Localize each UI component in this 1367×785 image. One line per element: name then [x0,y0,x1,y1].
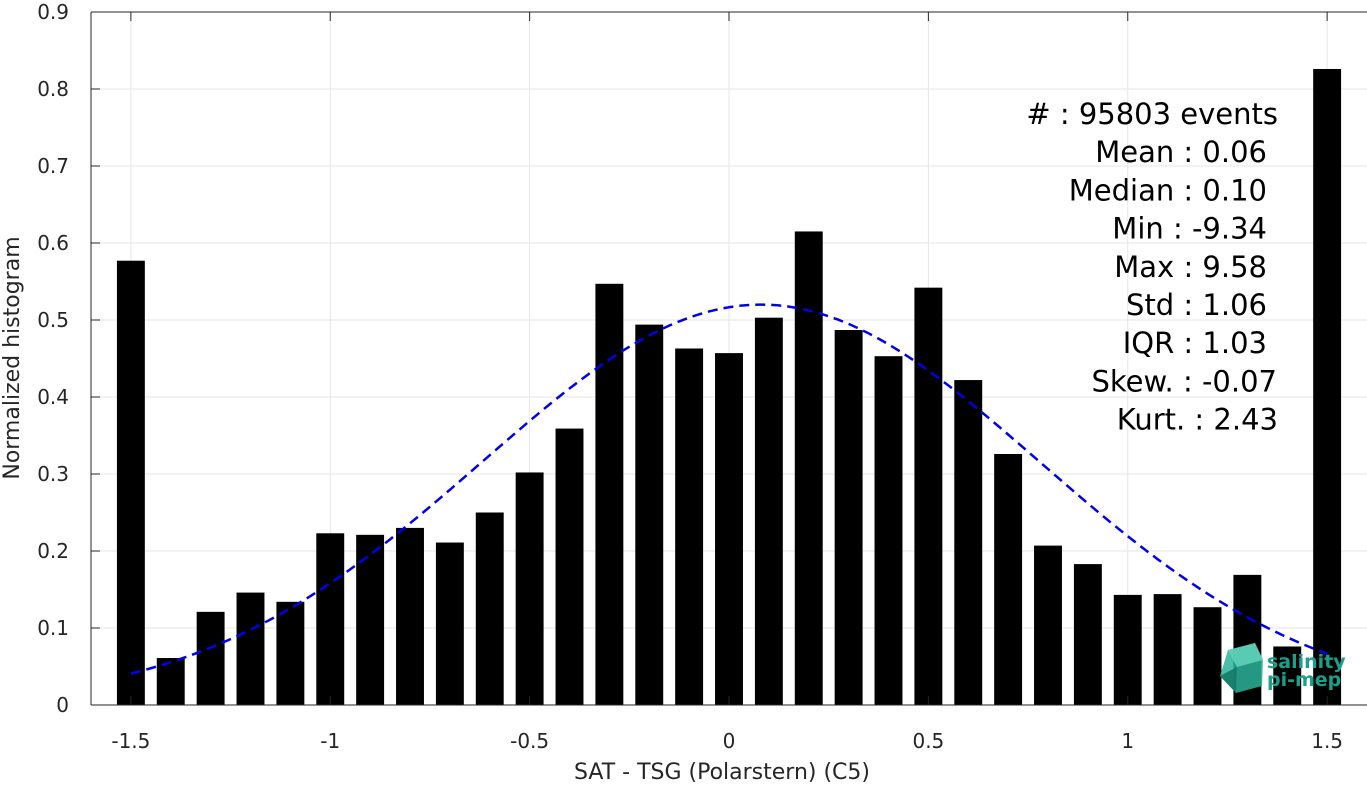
histogram-bar [1273,646,1302,705]
stat-line: Mean : 0.06 [1095,135,1267,169]
x-tick-label: -1.5 [111,729,150,753]
logo-line2: pi-mep [1267,669,1341,691]
histogram-bar [396,527,424,705]
histogram-bar [1113,594,1142,705]
histogram-bar [675,348,704,705]
histogram-bar [555,428,584,705]
y-tick-label: 0.3 [37,462,69,486]
stat-line: Std : 1.06 [1126,288,1267,322]
stat-line: Min : -9.34 [1112,212,1267,246]
histogram-bar [834,330,863,705]
y-tick-label: 0.1 [37,616,69,640]
histogram-bar [156,658,185,705]
stat-line: Max : 9.58 [1114,250,1267,284]
histogram-bar [954,380,983,705]
histogram-bar [754,317,783,705]
y-tick-label: 0.5 [37,308,69,332]
x-tick-label: 1.5 [1311,729,1343,753]
histogram-bar [715,353,743,705]
histogram-bar [635,324,664,705]
histogram-bar [1034,545,1062,705]
histogram-bars [116,68,1342,706]
histogram-bar [196,611,225,705]
stat-line: Skew. : -0.07 [1091,364,1277,398]
stats-box: # : 95803 events Mean : 0.06 Median : 0.10… [1026,97,1278,437]
x-tick-label: -0.5 [510,729,549,753]
y-tick-label: 0.4 [37,385,69,409]
histogram-bar [475,512,504,705]
gaussian-fit-curve [130,303,1328,675]
x-axis-label: SAT - TSG (Polarstern) (C5) [574,760,870,785]
cube-icon [1220,643,1263,693]
x-tick-label: 0 [723,729,736,753]
histogram-bar [316,533,345,705]
histogram-bar [435,542,464,705]
histogram-bar [236,592,265,705]
y-axis-ticks: 0 0.1 0.2 0.3 0.4 0.5 0.6 0.7 0.8 0.9 [37,0,100,717]
x-tick-label: 0.5 [912,729,944,753]
histogram-bar [1193,607,1222,705]
histogram-bar [356,534,385,705]
histogram-bar [874,356,903,705]
y-tick-label: 0.9 [37,0,69,24]
histogram-bar [116,260,145,705]
stat-line: IQR : 1.03 [1123,326,1267,360]
x-tick-label: 1 [1121,729,1134,753]
histogram-bar [515,472,544,705]
x-axis-ticks: -1.5 -1 -0.5 0 0.5 1 1.5 [111,12,1343,753]
stat-line: # : 95803 events [1026,97,1278,131]
histogram-bar [794,231,823,705]
y-tick-label: 0.7 [37,154,69,178]
y-tick-label: 0.2 [37,539,69,563]
histogram-bar [914,287,943,705]
x-tick-label: -1 [320,729,340,753]
stat-line: Median : 0.10 [1069,173,1267,207]
histogram-bar [595,283,624,705]
logo-line1: salinity [1267,651,1346,673]
histogram-bar [994,453,1023,705]
histogram-bar [276,601,305,705]
histogram-bar [1153,594,1182,705]
salinity-pi-mep-logo: salinity pi-mep [1220,643,1346,693]
y-axis-label: Normalized histogram [0,236,25,479]
histogram-bar [1073,564,1102,705]
y-tick-label: 0.8 [37,77,69,101]
stat-line: Kurt. : 2.43 [1117,403,1278,437]
y-tick-label: 0.6 [37,231,69,255]
y-tick-label: 0 [56,693,69,717]
histogram-bar [1313,68,1342,706]
